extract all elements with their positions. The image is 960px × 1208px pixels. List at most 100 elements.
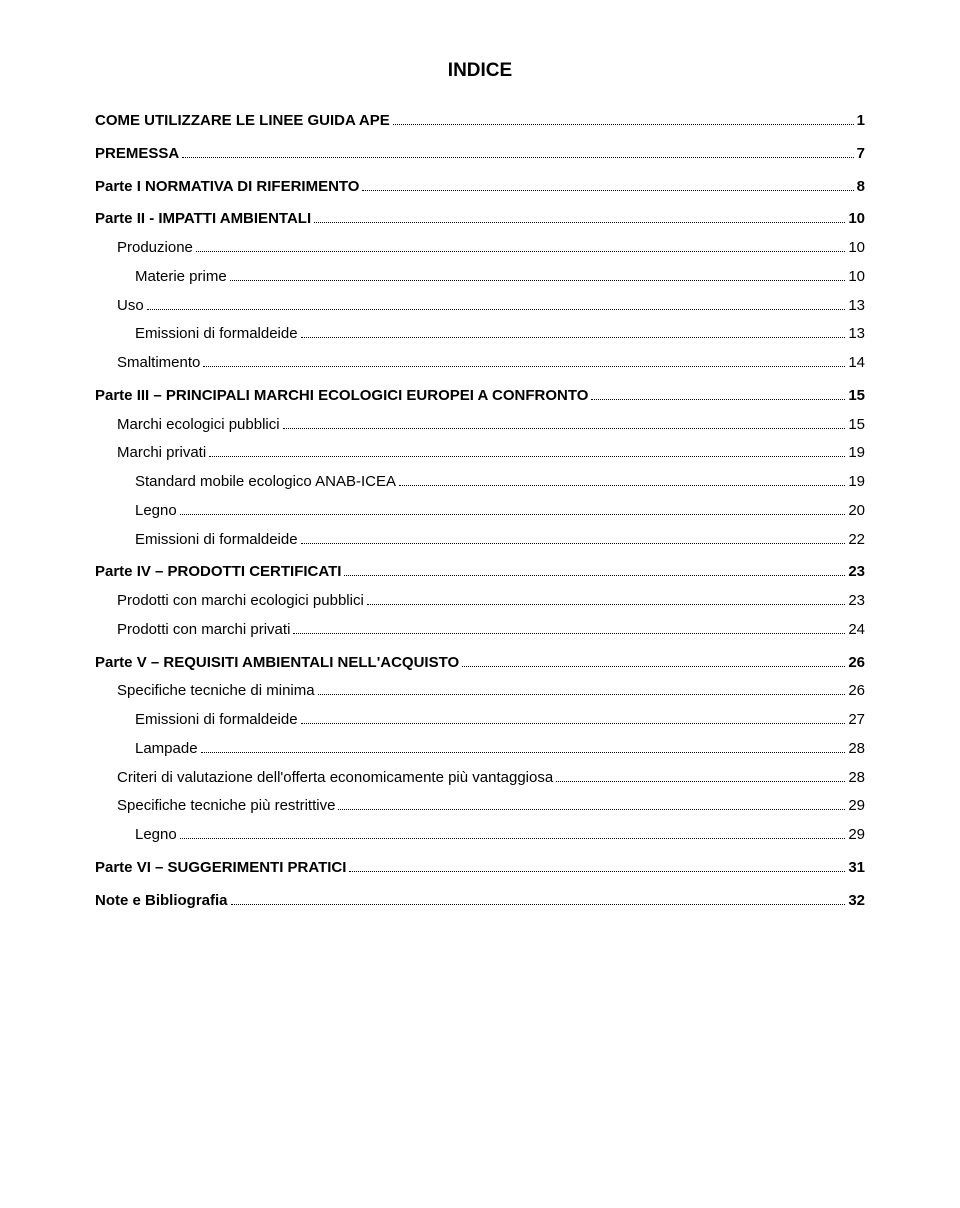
toc-entry-label: Marchi ecologici pubblici bbox=[117, 414, 280, 436]
toc-leader-dots bbox=[196, 251, 845, 252]
toc-entry-label: COME UTILIZZARE LE LINEE GUIDA APE bbox=[95, 110, 390, 132]
toc-entry[interactable]: Marchi privati 19 bbox=[95, 442, 865, 464]
toc-entry[interactable]: Emissioni di formaldeide 13 bbox=[95, 323, 865, 345]
toc-entry-label: Emissioni di formaldeide bbox=[135, 323, 298, 345]
toc-entry-page: 7 bbox=[857, 143, 865, 165]
toc-entry[interactable]: Uso 13 bbox=[95, 295, 865, 317]
toc-entry[interactable]: Smaltimento 14 bbox=[95, 352, 865, 374]
toc-leader-dots bbox=[230, 280, 846, 281]
toc-entry-page: 15 bbox=[848, 414, 865, 436]
toc-entry[interactable]: Legno20 bbox=[95, 500, 865, 522]
toc-entry-page: 19 bbox=[848, 442, 865, 464]
toc-entry[interactable]: Materie prime 10 bbox=[95, 266, 865, 288]
toc-entry-label: Legno bbox=[135, 500, 177, 522]
toc-entry-page: 14 bbox=[848, 352, 865, 374]
toc-leader-dots bbox=[591, 399, 845, 400]
toc-leader-dots bbox=[338, 809, 845, 810]
toc-entry-page: 10 bbox=[848, 237, 865, 259]
toc-entry-label: Uso bbox=[117, 295, 144, 317]
toc-entry-label: Specifiche tecniche di minima bbox=[117, 680, 315, 702]
toc-entry[interactable]: Legno 29 bbox=[95, 824, 865, 846]
toc-entry-label: Produzione bbox=[117, 237, 193, 259]
toc-leader-dots bbox=[180, 514, 846, 515]
toc-leader-dots bbox=[180, 838, 846, 839]
toc-entry[interactable]: Prodotti con marchi privati24 bbox=[95, 619, 865, 641]
toc-leader-dots bbox=[283, 428, 846, 429]
toc-leader-dots bbox=[231, 904, 846, 905]
toc-entry-label: Materie prime bbox=[135, 266, 227, 288]
toc-leader-dots bbox=[209, 456, 845, 457]
toc-entry[interactable]: Parte III – PRINCIPALI MARCHI ECOLOGICI … bbox=[95, 385, 865, 407]
toc-entry-label: Prodotti con marchi ecologici pubblici bbox=[117, 590, 364, 612]
toc-entry-page: 23 bbox=[848, 561, 865, 583]
toc-entry-label: PREMESSA bbox=[95, 143, 179, 165]
toc-entry[interactable]: Criteri di valutazione dell'offerta econ… bbox=[95, 767, 865, 789]
toc-entry-label: Marchi privati bbox=[117, 442, 206, 464]
toc-leader-dots bbox=[344, 575, 845, 576]
toc-leader-dots bbox=[314, 222, 845, 223]
toc-leader-dots bbox=[147, 309, 846, 310]
toc-entry-page: 29 bbox=[848, 824, 865, 846]
toc-leader-dots bbox=[301, 337, 846, 338]
toc-entry-page: 26 bbox=[848, 680, 865, 702]
toc-entry[interactable]: Parte II - IMPATTI AMBIENTALI 10 bbox=[95, 208, 865, 230]
toc-leader-dots bbox=[182, 157, 853, 158]
toc-entry[interactable]: Specifiche tecniche di minima 26 bbox=[95, 680, 865, 702]
toc-entry[interactable]: PREMESSA 7 bbox=[95, 143, 865, 165]
toc-entry[interactable]: COME UTILIZZARE LE LINEE GUIDA APE 1 bbox=[95, 110, 865, 132]
toc-entry-label: Smaltimento bbox=[117, 352, 200, 374]
toc-entry-label: Prodotti con marchi privati bbox=[117, 619, 290, 641]
toc-entry[interactable]: Note e Bibliografia 32 bbox=[95, 890, 865, 912]
toc-entry[interactable]: Parte I NORMATIVA DI RIFERIMENTO8 bbox=[95, 176, 865, 198]
toc-entry-page: 27 bbox=[848, 709, 865, 731]
toc-entry-label: Parte II - IMPATTI AMBIENTALI bbox=[95, 208, 311, 230]
toc-entry-label: Legno bbox=[135, 824, 177, 846]
toc-entry[interactable]: Emissioni di formaldeide 22 bbox=[95, 529, 865, 551]
toc-entry-label: Note e Bibliografia bbox=[95, 890, 228, 912]
toc-entry-page: 10 bbox=[848, 266, 865, 288]
toc-entry-page: 13 bbox=[848, 295, 865, 317]
toc-entry-label: Parte III – PRINCIPALI MARCHI ECOLOGICI … bbox=[95, 385, 588, 407]
toc-entry-label: Lampade bbox=[135, 738, 198, 760]
document-title: INDICE bbox=[95, 60, 865, 82]
toc-leader-dots bbox=[318, 694, 846, 695]
toc-entry[interactable]: Standard mobile ecologico ANAB-ICEA19 bbox=[95, 471, 865, 493]
toc-entry[interactable]: Parte V – REQUISITI AMBIENTALI NELL'ACQU… bbox=[95, 652, 865, 674]
toc-entry-label: Parte I NORMATIVA DI RIFERIMENTO bbox=[95, 176, 359, 198]
toc-entry-page: 23 bbox=[848, 590, 865, 612]
toc-leader-dots bbox=[556, 781, 845, 782]
toc-entry-label: Standard mobile ecologico ANAB-ICEA bbox=[135, 471, 396, 493]
toc-entry-page: 26 bbox=[848, 652, 865, 674]
toc-leader-dots bbox=[203, 366, 845, 367]
toc-entry-page: 32 bbox=[848, 890, 865, 912]
toc-entry-page: 31 bbox=[848, 857, 865, 879]
toc-entry[interactable]: Prodotti con marchi ecologici pubblici 23 bbox=[95, 590, 865, 612]
toc-entry-label: Specifiche tecniche più restrittive bbox=[117, 795, 335, 817]
table-of-contents: COME UTILIZZARE LE LINEE GUIDA APE 1 PREME… bbox=[95, 110, 865, 911]
toc-entry-page: 1 bbox=[857, 110, 865, 132]
toc-leader-dots bbox=[349, 871, 845, 872]
toc-entry-page: 28 bbox=[848, 767, 865, 789]
toc-entry[interactable]: Produzione 10 bbox=[95, 237, 865, 259]
toc-entry-page: 10 bbox=[848, 208, 865, 230]
toc-leader-dots bbox=[301, 723, 846, 724]
toc-entry[interactable]: Lampade28 bbox=[95, 738, 865, 760]
toc-entry-page: 15 bbox=[848, 385, 865, 407]
toc-entry-page: 13 bbox=[848, 323, 865, 345]
toc-entry[interactable]: Emissioni di formaldeide27 bbox=[95, 709, 865, 731]
toc-entry[interactable]: Specifiche tecniche più restrittive 29 bbox=[95, 795, 865, 817]
toc-entry-label: Emissioni di formaldeide bbox=[135, 529, 298, 551]
toc-leader-dots bbox=[462, 666, 845, 667]
toc-entry-page: 29 bbox=[848, 795, 865, 817]
toc-entry[interactable]: Parte IV – PRODOTTI CERTIFICATI23 bbox=[95, 561, 865, 583]
toc-entry[interactable]: Parte VI – SUGGERIMENTI PRATICI31 bbox=[95, 857, 865, 879]
toc-entry[interactable]: Marchi ecologici pubblici 15 bbox=[95, 414, 865, 436]
toc-leader-dots bbox=[362, 190, 853, 191]
toc-entry-label: Criteri di valutazione dell'offerta econ… bbox=[117, 767, 553, 789]
toc-leader-dots bbox=[301, 543, 846, 544]
toc-entry-page: 22 bbox=[848, 529, 865, 551]
toc-leader-dots bbox=[293, 633, 845, 634]
toc-leader-dots bbox=[367, 604, 846, 605]
toc-leader-dots bbox=[399, 485, 845, 486]
toc-leader-dots bbox=[393, 124, 854, 125]
